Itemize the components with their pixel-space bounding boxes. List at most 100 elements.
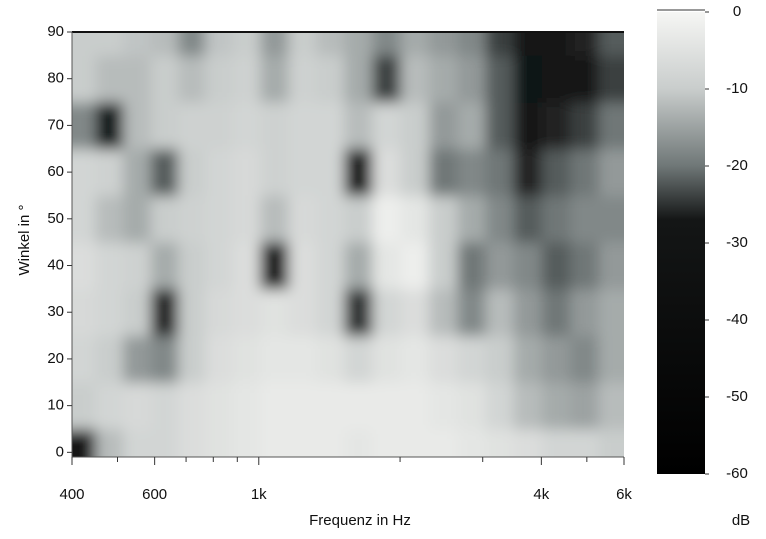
colorbar-tick-label: -10 [726, 80, 748, 97]
heatmap-cell [570, 382, 599, 429]
heatmap-cell [344, 336, 373, 383]
heatmap-cell [205, 242, 233, 289]
heatmap-cell [486, 242, 515, 289]
heatmap-cell [514, 55, 543, 102]
heatmap-cell [514, 382, 543, 429]
y-tick-label: 0 [56, 443, 64, 460]
heatmap-cell [372, 429, 401, 478]
heatmap-cell [514, 12, 543, 56]
heatmap-cell [232, 382, 261, 429]
heatmap-cell [457, 289, 486, 336]
heatmap-cell [599, 55, 645, 102]
heatmap-cell [289, 429, 317, 478]
heatmap-cell [599, 382, 645, 429]
colorbar-tick-label: -30 [726, 234, 748, 251]
heatmap-cell [542, 382, 571, 429]
heatmap-cell [372, 289, 401, 336]
heatmap-cell [344, 429, 373, 478]
heatmap-cell [178, 149, 205, 196]
heatmap-cell [599, 242, 645, 289]
heatmap-cell [123, 242, 151, 289]
heatmap-cell [260, 12, 289, 56]
heatmap-cell [260, 289, 289, 336]
heatmap-cell [151, 149, 179, 196]
heatmap-cell [151, 382, 179, 429]
heatmap-cell [599, 336, 645, 383]
heatmap-cell [151, 336, 179, 383]
heatmap-cell [232, 12, 261, 56]
heatmap-cell [178, 242, 205, 289]
heatmap-cell [486, 429, 515, 478]
heatmap-cell [260, 149, 289, 196]
heatmap-cell [457, 12, 486, 56]
heatmap-cell [401, 12, 430, 56]
y-tick-label: 40 [47, 256, 64, 273]
heatmap-cell [514, 149, 543, 196]
heatmap-cell [96, 12, 124, 56]
heatmap-cell [599, 149, 645, 196]
heatmap-cell [260, 102, 289, 149]
y-tick-label: 10 [47, 397, 64, 414]
colorbar-tick-label: 0 [733, 3, 741, 20]
heatmap-cell [260, 195, 289, 242]
heatmap-cell [542, 102, 571, 149]
heatmap-cell [429, 102, 458, 149]
heatmap-cell [344, 195, 373, 242]
heatmap-cell [232, 149, 261, 196]
heatmap-cell [429, 289, 458, 336]
heatmap-cell [316, 289, 344, 336]
heatmap-cell [401, 55, 430, 102]
x-tick-label: 4k [533, 486, 549, 503]
heatmap-cell [429, 55, 458, 102]
heatmap-cell [542, 242, 571, 289]
y-tick-label: 50 [47, 210, 64, 227]
heatmap-cell [401, 336, 430, 383]
heatmap-cell [289, 289, 317, 336]
heatmap-cell [599, 289, 645, 336]
heatmap-cell [514, 289, 543, 336]
heatmap-cell [401, 429, 430, 478]
heatmap-cell [205, 55, 233, 102]
heatmap-cell [316, 242, 344, 289]
heatmap-cell [232, 55, 261, 102]
colorbar-tick-label: -50 [726, 388, 748, 405]
heatmap-cell [123, 195, 151, 242]
heatmap-cell [205, 382, 233, 429]
heatmap-cell [457, 55, 486, 102]
heatmap-cell [401, 242, 430, 289]
heatmap-cell [429, 336, 458, 383]
heatmap-cell [232, 242, 261, 289]
heatmap-cell [570, 55, 599, 102]
heatmap-cell [289, 55, 317, 102]
heatmap-cell [514, 102, 543, 149]
heatmap-cell [344, 289, 373, 336]
heatmap-cell [316, 149, 344, 196]
heatmap-cell [123, 382, 151, 429]
heatmap-cell [599, 102, 645, 149]
heatmap-cell [372, 195, 401, 242]
heatmap-cell [289, 382, 317, 429]
heatmap-cell [96, 242, 124, 289]
heatmap-cell [316, 12, 344, 56]
heatmap-cell [372, 242, 401, 289]
heatmap-cell [316, 382, 344, 429]
heatmap-cell [178, 336, 205, 383]
heatmap-cell [205, 289, 233, 336]
heatmap-cell [178, 195, 205, 242]
colorbar-tick-label: -20 [726, 157, 748, 174]
heatmap-cell [514, 242, 543, 289]
heatmap-cell [205, 12, 233, 56]
heatmap-cell [96, 102, 124, 149]
heatmap-cell [96, 149, 124, 196]
heatmap-cell [570, 149, 599, 196]
x-tick-label: 1k [251, 486, 267, 503]
heatmap-cell [486, 102, 515, 149]
heatmap-cell [344, 382, 373, 429]
heatmap-cell [401, 289, 430, 336]
heatmap-cells [52, 12, 645, 478]
heatmap-cell [344, 149, 373, 196]
heatmap-cell [232, 429, 261, 478]
colorbar-label: dB [732, 512, 750, 529]
heatmap-cell [232, 289, 261, 336]
heatmap-cell [316, 195, 344, 242]
